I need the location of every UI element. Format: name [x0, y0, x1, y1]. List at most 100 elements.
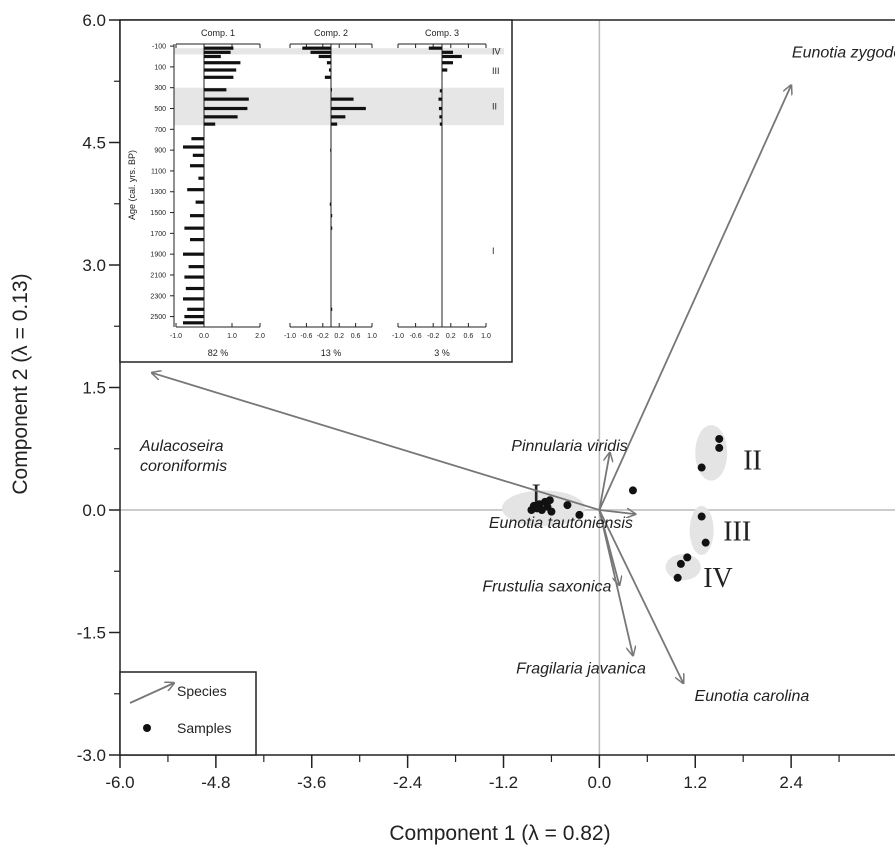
- inset-bar: [331, 88, 332, 92]
- species-label: Fragilaria javanica: [516, 660, 646, 677]
- legend-species-label: Species: [177, 683, 227, 699]
- zone-label: IV: [492, 46, 501, 56]
- age-axis-label: Age (cal. yrs. BP): [127, 150, 137, 220]
- group-label: IV: [703, 563, 733, 594]
- inset-bar: [190, 238, 204, 242]
- inset-bar: [428, 46, 442, 50]
- age-tick-label: 2500: [150, 314, 166, 321]
- inset-bar: [439, 122, 442, 126]
- inset-bar: [188, 265, 204, 269]
- x-tick-label: -3.6: [297, 773, 326, 792]
- panel-tick-label: 2.0: [255, 333, 265, 340]
- group-label: I: [531, 480, 540, 511]
- zone-band: [174, 48, 504, 55]
- x-tick-label: 0.0: [588, 773, 612, 792]
- legend-arrow-swatch: [129, 683, 174, 704]
- age-tick-label: -100: [152, 44, 166, 51]
- panel-tick-label: -0.6: [410, 333, 422, 340]
- inset-bar: [331, 115, 346, 119]
- inset-bar: [331, 214, 333, 218]
- sample-point: [715, 443, 724, 452]
- species-label: coroniformis: [140, 458, 227, 475]
- inset-bar: [331, 97, 354, 101]
- inset-bar: [204, 68, 237, 72]
- panel-percent: 13 %: [321, 348, 342, 358]
- sample-point: [676, 559, 685, 568]
- zone-band: [174, 87, 504, 126]
- panel-tick-label: 1.0: [481, 333, 491, 340]
- inset-bar: [439, 115, 442, 119]
- inset-bar: [183, 145, 204, 149]
- panel-tick-label: -0.2: [427, 333, 439, 340]
- inset-bar: [204, 97, 249, 101]
- inset-bar: [331, 307, 333, 311]
- panel-title: Comp. 2: [314, 28, 348, 38]
- sample-points: [527, 434, 724, 582]
- zone-label: II: [492, 101, 497, 111]
- sample-point: [628, 486, 637, 495]
- panel-percent: 82 %: [208, 348, 229, 358]
- species-labels: Eunotia zygodon Aulacoseira coroniformis Pi…: [139, 44, 895, 705]
- y-tick-label: 1.5: [82, 379, 106, 398]
- x-tick-label: 1.2: [683, 773, 707, 792]
- inset-bar: [442, 61, 453, 65]
- species-label: Aulacoseira: [139, 438, 224, 455]
- panel-title: Comp. 1: [201, 28, 235, 38]
- y-tick-label: 3.0: [82, 256, 106, 275]
- panel-tick-label: 0.2: [334, 333, 344, 340]
- sample-point: [697, 463, 706, 472]
- inset-bar: [204, 61, 241, 65]
- sample-point: [673, 573, 682, 582]
- sample-point: [715, 434, 724, 443]
- inset-bar: [183, 297, 204, 301]
- species-arrow: [598, 453, 609, 511]
- panel-tick-label: -1.0: [170, 333, 182, 340]
- inset-bar: [184, 226, 204, 230]
- x-tick-label: -1.2: [489, 773, 518, 792]
- x-axis-label: Component 1 (λ = 0.82): [389, 822, 610, 845]
- legend-sample-swatch: [143, 724, 151, 732]
- x-tick-label: -2.4: [393, 773, 422, 792]
- inset-bar: [204, 54, 221, 59]
- inset-bar: [439, 89, 442, 93]
- inset-bar: [184, 314, 204, 319]
- y-tick-label: -3.0: [77, 746, 106, 765]
- inset-bar: [185, 286, 204, 291]
- inset-bar: [183, 252, 204, 256]
- x-tick-label: -6.0: [105, 773, 134, 792]
- panel-tick-label: 0.0: [199, 333, 209, 340]
- inset-bar: [204, 46, 234, 50]
- inset-frame: [119, 19, 513, 363]
- age-tick-label: 700: [154, 127, 166, 134]
- zone-label: III: [492, 66, 500, 76]
- x-tick-label: 2.4: [779, 773, 803, 792]
- inset-bar: [329, 202, 331, 206]
- inset-bar: [438, 106, 442, 111]
- inset-bar: [331, 226, 333, 230]
- y-tick-label: 0.0: [82, 501, 106, 520]
- species-arrow: [152, 373, 600, 511]
- inset-bar: [204, 115, 238, 119]
- species-label: Pinnularia viridis: [511, 438, 628, 455]
- inset-bar: [204, 106, 248, 111]
- inset-bar: [204, 122, 216, 126]
- inset-bar: [204, 88, 227, 92]
- panel-tick-label: 1.0: [367, 333, 377, 340]
- age-tick-label: 1100: [151, 168, 166, 175]
- species-arrow: [598, 509, 633, 655]
- inset-panel: IVIIIIII-1001003005007009001100130015001…: [119, 19, 513, 363]
- inset-bar: [331, 106, 366, 111]
- panel-tick-label: 0.2: [446, 333, 456, 340]
- y-axis-label: Component 2 (λ = 0.13): [9, 273, 32, 494]
- legend-samples-label: Samples: [177, 720, 231, 736]
- inset-bar: [190, 214, 204, 218]
- age-tick-label: 300: [154, 85, 166, 92]
- group-ellipse: [665, 554, 701, 581]
- sample-point: [697, 512, 706, 521]
- y-tick-label: 4.5: [82, 134, 106, 153]
- age-tick-label: 1700: [150, 231, 166, 238]
- legend-box: [119, 671, 257, 756]
- inset-bar: [190, 164, 204, 168]
- panel-tick-label: 0.6: [464, 333, 474, 340]
- group-ellipse: [695, 425, 728, 481]
